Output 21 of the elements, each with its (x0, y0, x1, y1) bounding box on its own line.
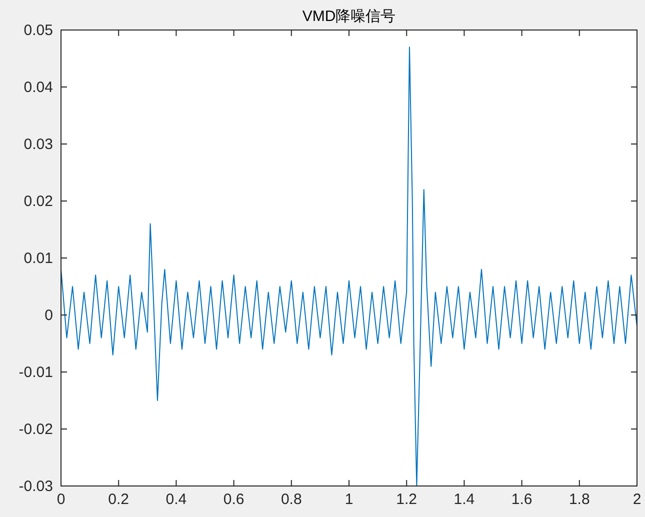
x-tick-label: 0.4 (166, 491, 187, 508)
x-tick-label: 0.6 (223, 491, 244, 508)
x-tick-label: 1.4 (454, 491, 475, 508)
x-tick-label: 1 (344, 491, 354, 508)
y-tick-label: 0.01 (24, 250, 53, 267)
x-tick-label: 1.6 (511, 491, 532, 508)
y-tick-label: -0.01 (18, 364, 53, 381)
y-tick-label: -0.03 (18, 478, 53, 495)
x-tick-label: 1.8 (568, 491, 590, 508)
y-tick-label: 0.02 (24, 193, 53, 210)
x-tick-label: 1.2 (396, 491, 418, 508)
chart-title: VMD降噪信号 (302, 8, 396, 25)
x-tick-label: 0.2 (108, 491, 130, 508)
x-tick-label: 0.8 (280, 491, 302, 508)
y-tick-label: 0.05 (24, 22, 53, 39)
y-tick-label: 0.03 (24, 136, 53, 153)
x-tick-label: 0 (56, 491, 66, 508)
y-tick-label: 0.04 (24, 79, 53, 96)
y-tick-label: 0 (44, 307, 53, 324)
y-tick-label: -0.02 (18, 421, 53, 438)
x-tick-label: 2 (632, 491, 642, 508)
